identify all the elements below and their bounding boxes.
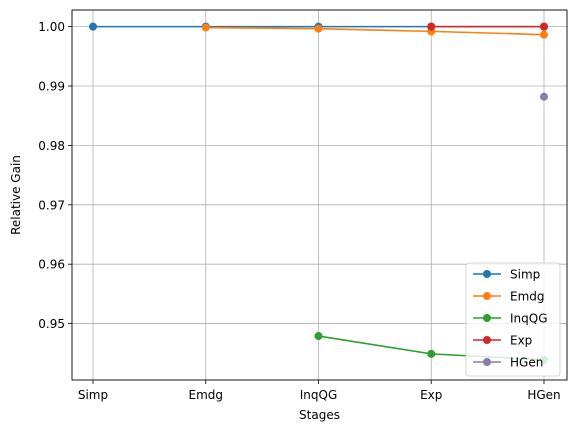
legend-marker	[483, 358, 491, 366]
data-point-simp	[89, 22, 97, 31]
data-point-hgen	[540, 92, 548, 101]
data-point-inqqg	[427, 349, 436, 358]
series-line-emdg	[205, 26, 545, 36]
data-point-emdg	[540, 30, 548, 39]
legend: Simp Emdg InqQG Exp HGen	[465, 262, 561, 377]
x-axis-label: Stages	[299, 408, 340, 422]
y-tick-label: 0.96	[38, 258, 65, 272]
y-axis-label: Relative Gain	[9, 155, 23, 235]
legend-label: Simp	[510, 268, 540, 282]
y-axis-ticks: 0.95 0.96 0.97 0.98 0.99 1.00	[38, 20, 72, 331]
axes-frame	[71, 9, 568, 381]
legend-marker	[483, 336, 491, 344]
legend-label: Emdg	[510, 290, 545, 304]
x-axis-ticks: Simp Emdg InqQG Exp HGen	[78, 380, 561, 402]
legend-marker	[483, 314, 491, 322]
y-tick-label: 0.97	[38, 198, 65, 212]
x-tick-label: Exp	[420, 388, 442, 402]
data-point-inqqg	[314, 332, 323, 341]
x-tick-label: Simp	[78, 388, 108, 402]
y-tick-label: 0.99	[38, 80, 65, 94]
data-point-emdg	[314, 24, 323, 33]
x-tick-label: Emdg	[188, 388, 223, 402]
data-point-exp	[540, 22, 548, 31]
data-point-emdg	[201, 23, 210, 32]
legend-marker	[483, 270, 491, 278]
data-point-exp	[427, 22, 436, 31]
y-tick-label: 0.98	[38, 139, 65, 153]
y-tick-label: 1.00	[38, 20, 65, 34]
legend-label: InqQG	[510, 312, 548, 326]
y-tick-label: 0.95	[38, 317, 65, 331]
legend-label: HGen	[510, 356, 543, 370]
x-tick-label: InqQG	[300, 388, 338, 402]
x-tick-label: HGen	[527, 388, 560, 402]
legend-marker	[483, 292, 491, 300]
legend-box	[465, 262, 561, 377]
legend-label: Exp	[510, 334, 532, 348]
